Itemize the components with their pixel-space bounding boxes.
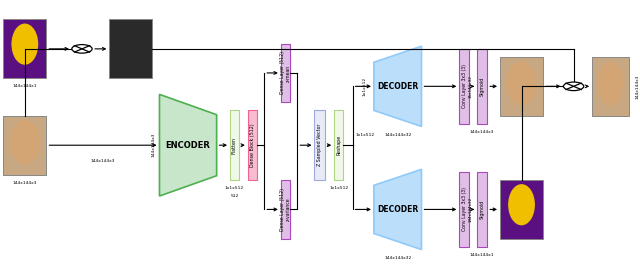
Text: 15x144x32: 15x144x32 <box>468 75 473 98</box>
Text: Reshape: Reshape <box>336 135 341 155</box>
Text: 1x1x512: 1x1x512 <box>225 186 244 190</box>
FancyBboxPatch shape <box>477 49 487 124</box>
Text: Flatten: Flatten <box>232 137 237 154</box>
Text: Z Sampled Vector: Z Sampled Vector <box>317 124 322 167</box>
Text: 144x144x3: 144x144x3 <box>635 74 639 98</box>
Text: 144x144x1: 144x144x1 <box>470 253 494 257</box>
Text: Conv Layer 3x3 (3): Conv Layer 3x3 (3) <box>462 187 467 231</box>
Text: 144x144x32: 144x144x32 <box>468 197 473 222</box>
Bar <box>3 116 47 175</box>
FancyBboxPatch shape <box>314 110 324 180</box>
Text: 144x144x1: 144x144x1 <box>13 84 37 88</box>
Bar <box>592 57 629 116</box>
Circle shape <box>72 45 92 53</box>
Text: 144x144x3: 144x144x3 <box>91 159 115 163</box>
Ellipse shape <box>598 61 623 105</box>
FancyBboxPatch shape <box>334 110 343 180</box>
FancyBboxPatch shape <box>230 110 239 180</box>
FancyBboxPatch shape <box>460 49 470 124</box>
Text: 1x1x512: 1x1x512 <box>356 133 375 136</box>
Polygon shape <box>374 46 422 126</box>
Text: 1x1x512: 1x1x512 <box>329 186 348 190</box>
Text: 144x144x32: 144x144x32 <box>384 133 412 136</box>
Text: Sigmoid: Sigmoid <box>479 200 484 219</box>
Text: 144x144x32: 144x144x32 <box>384 256 412 260</box>
Text: Conv Layer 3x3 (3): Conv Layer 3x3 (3) <box>462 64 467 108</box>
Text: DECODER: DECODER <box>377 82 419 91</box>
Text: Dense Layer (512)
z-variance: Dense Layer (512) z-variance <box>280 188 291 231</box>
Bar <box>500 180 543 239</box>
Text: 144x144x3: 144x144x3 <box>151 133 155 157</box>
Text: Dense Layer (512)
z-mean: Dense Layer (512) z-mean <box>280 51 291 94</box>
Bar <box>500 57 543 116</box>
Ellipse shape <box>12 24 38 65</box>
Text: 512: 512 <box>230 194 239 198</box>
Text: DECODER: DECODER <box>377 205 419 214</box>
Ellipse shape <box>508 184 535 225</box>
Circle shape <box>563 82 584 91</box>
Ellipse shape <box>10 120 40 164</box>
Ellipse shape <box>506 61 536 105</box>
FancyBboxPatch shape <box>460 172 470 247</box>
Bar <box>3 19 47 78</box>
FancyBboxPatch shape <box>281 44 290 102</box>
FancyBboxPatch shape <box>281 180 290 239</box>
Text: 144x144x3: 144x144x3 <box>470 130 494 134</box>
Polygon shape <box>374 169 422 250</box>
Text: ENCODER: ENCODER <box>166 141 211 150</box>
FancyBboxPatch shape <box>477 172 487 247</box>
Text: Dense Block (512): Dense Block (512) <box>250 123 255 167</box>
Text: 1x1x512: 1x1x512 <box>362 77 366 96</box>
Polygon shape <box>159 94 217 196</box>
FancyBboxPatch shape <box>248 110 257 180</box>
Text: 144x144x3: 144x144x3 <box>13 181 37 185</box>
Text: Sigmoid: Sigmoid <box>479 77 484 96</box>
Bar <box>109 19 152 78</box>
